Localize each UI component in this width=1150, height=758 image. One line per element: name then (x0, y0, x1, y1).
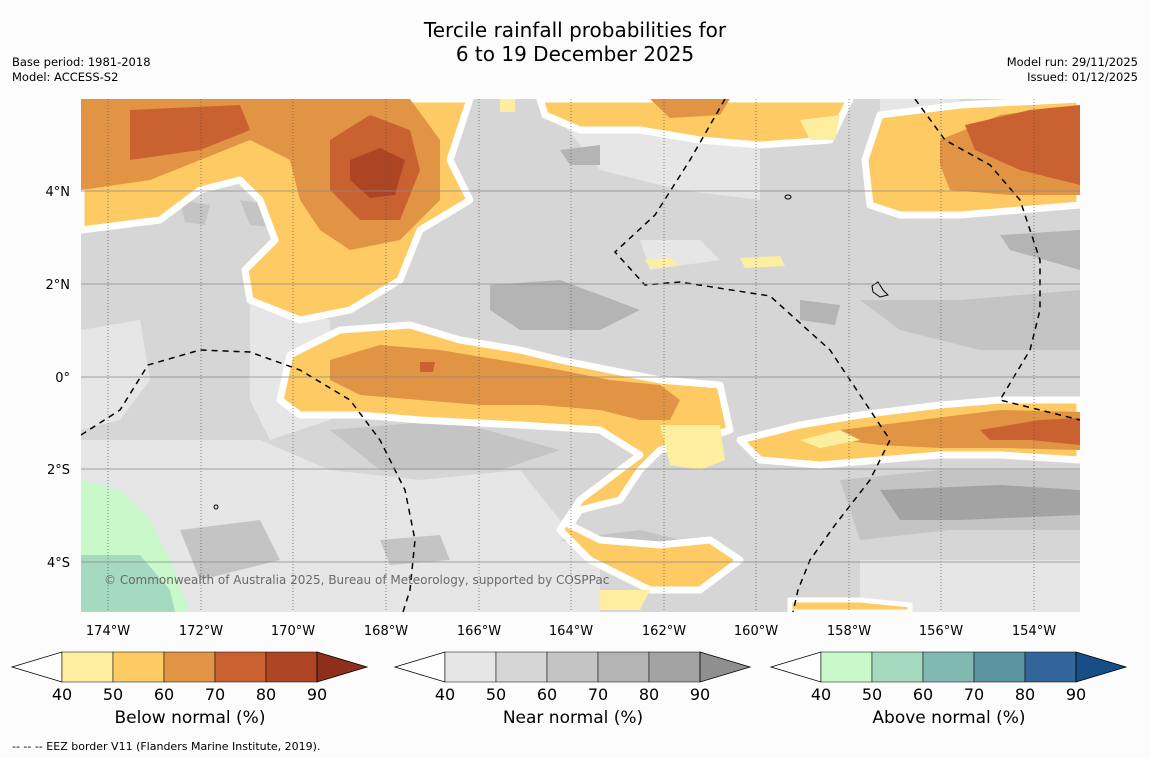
colorbar-above-normal: 40 50 60 70 80 90 (769, 651, 1128, 700)
colorbar-tick: 70 (964, 685, 984, 700)
graticule (81, 99, 1080, 612)
colorbar-tick: 80 (1015, 685, 1035, 700)
model-name: Model: ACCESS-S2 (12, 70, 119, 84)
colorbar-label-near: Near normal (%) (502, 708, 644, 728)
lat-label: 4°N (46, 185, 71, 200)
below-normal-ne (861, 99, 1080, 219)
model-run: Model run: 29/11/2025 (1006, 55, 1138, 69)
lon-label: 162°W (642, 624, 686, 639)
lat-label: 0° (55, 371, 70, 386)
meta-right: Model run: 29/11/2025 Issued: 01/12/2025 (1007, 55, 1138, 85)
eez-borders (81, 99, 1080, 612)
below-normal-nw (81, 99, 515, 324)
lon-label: 156°W (919, 624, 963, 639)
lon-label: 172°W (179, 624, 223, 639)
base-period: Base period: 1981-2018 (12, 55, 151, 69)
colorbar-below-normal: 40 50 60 70 80 90 (10, 651, 369, 700)
colorbar-tick: 40 (52, 685, 72, 700)
colorbar-tick: 50 (103, 685, 123, 700)
lon-label: 168°W (364, 624, 408, 639)
lon-label: 160°W (734, 624, 778, 639)
lon-label: 158°W (827, 624, 871, 639)
forecast-field: © Commonwealth of Australia 2025, Bureau… (81, 99, 1080, 612)
colorbar-label-below: Below normal (%) (114, 708, 266, 728)
colorbar-tick: 90 (690, 685, 710, 700)
colorbar-tick: 70 (205, 685, 225, 700)
meta-left: Base period: 1981-2018 Model: ACCESS-S2 (12, 55, 151, 85)
lon-label: 164°W (549, 624, 593, 639)
lon-label: 174°W (86, 624, 130, 639)
colorbar-near-normal: 40 50 60 70 80 90 (393, 651, 752, 700)
below-normal-east (736, 396, 1080, 469)
lat-label: 2°S (47, 463, 70, 478)
colorbar-tick: 60 (537, 685, 557, 700)
colorbar-tick: 50 (486, 685, 506, 700)
lon-label: 166°W (457, 624, 501, 639)
colorbar-tick: 90 (1066, 685, 1086, 700)
colorbar-tick: 40 (811, 685, 831, 700)
colorbar-tick: 40 (435, 685, 455, 700)
colorbar-label-above: Above normal (%) (872, 708, 1026, 728)
lat-label: 2°N (46, 278, 71, 293)
lat-label: 4°S (47, 556, 70, 571)
issued-date: Issued: 01/12/2025 (1027, 70, 1138, 84)
colorbar-tick: 80 (256, 685, 276, 700)
latitude-labels: 4°N 2°N 0° 2°S 4°S (46, 185, 71, 571)
map-title: Tercile rainfall probabilities for 6 to … (0, 18, 1150, 66)
colorbar-tick: 60 (154, 685, 174, 700)
copyright-text: © Commonwealth of Australia 2025, Bureau… (104, 573, 609, 587)
map-figure: © Commonwealth of Australia 2025, Bureau… (10, 99, 1128, 700)
lon-label: 170°W (271, 624, 315, 639)
lon-label: 154°W (1012, 624, 1056, 639)
longitude-labels: 174°W 172°W 170°W 168°W 166°W 164°W 162°… (86, 624, 1056, 639)
colorbar-tick: 70 (588, 685, 608, 700)
footer-note: -- -- -- EEZ border V11 (Flanders Marine… (12, 740, 321, 753)
colorbar-tick: 50 (862, 685, 882, 700)
below-normal-equatorial (276, 321, 744, 610)
colorbar-tick: 80 (639, 685, 659, 700)
colorbar-tick: 60 (913, 685, 933, 700)
colorbar-tick: 90 (307, 685, 327, 700)
title-line-1: Tercile rainfall probabilities for (423, 18, 727, 42)
title-line-2: 6 to 19 December 2025 (455, 42, 695, 66)
